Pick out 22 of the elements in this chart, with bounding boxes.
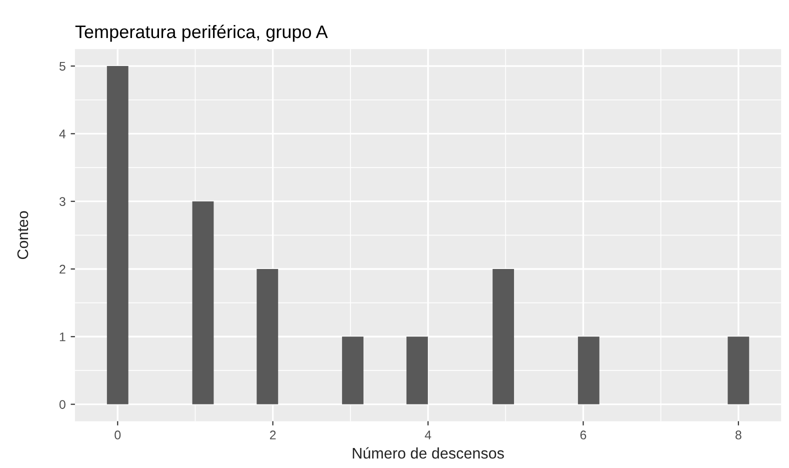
chart-title: Temperatura periférica, grupo A: [75, 24, 328, 42]
y-tick-label: 0: [59, 400, 66, 409]
y-axis-title: Conteo: [17, 211, 28, 260]
x-tick-label: 2: [270, 430, 276, 440]
x-tick-label: 8: [736, 430, 742, 440]
bar: [256, 268, 278, 404]
y-tick-label: 3: [59, 197, 66, 206]
x-tick-label: 6: [580, 430, 586, 440]
x-tick-label: 0: [114, 430, 121, 440]
bar: [192, 201, 214, 404]
y-tick-label: 4: [59, 130, 66, 138]
y-tick-label: 1: [60, 332, 66, 342]
x-axis-title: Número de descensos: [352, 447, 504, 459]
bar: [578, 336, 600, 404]
x-tick-label: 4: [424, 430, 432, 440]
bar: [728, 336, 750, 404]
bar: [342, 336, 364, 404]
bar: [406, 336, 428, 404]
y-tick-label: 2: [60, 264, 66, 274]
bar: [492, 268, 514, 404]
y-tick-label: 5: [59, 62, 66, 71]
bar: [106, 66, 128, 404]
